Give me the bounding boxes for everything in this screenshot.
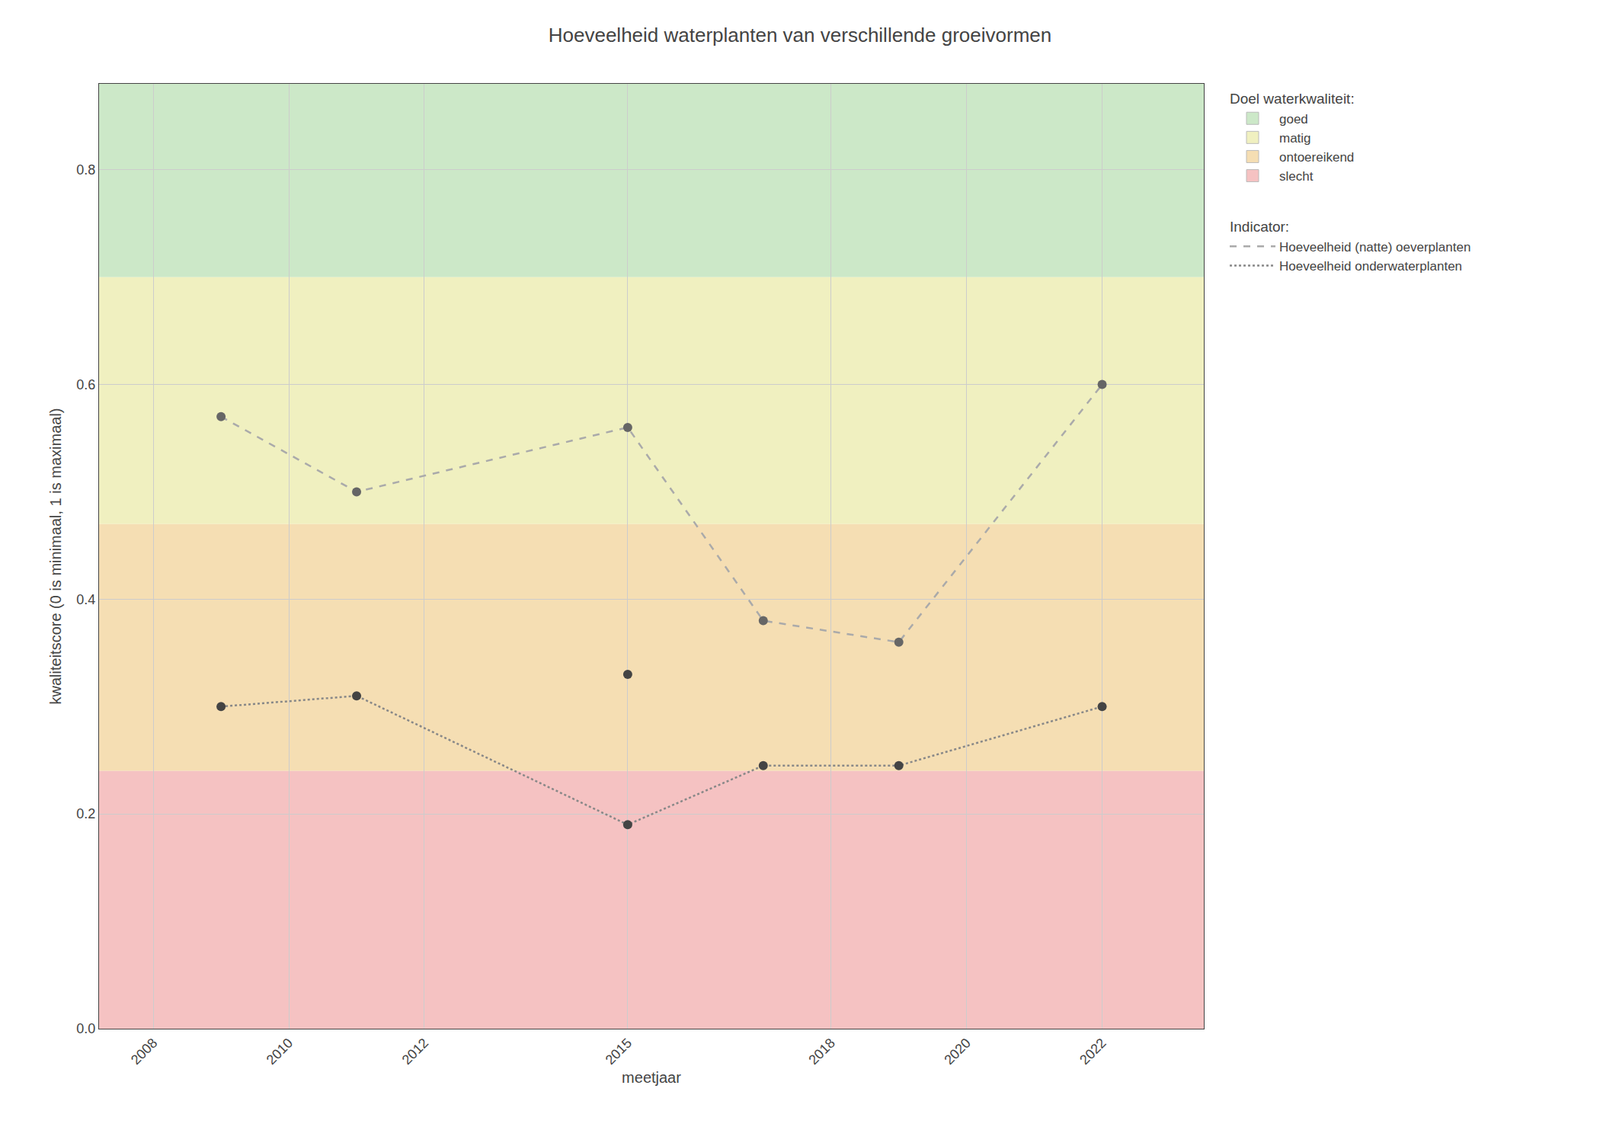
svg-text:slecht: slecht [1279,169,1314,184]
svg-text:2018: 2018 [805,1035,838,1068]
svg-text:Hoeveelheid (natte) oeverplant: Hoeveelheid (natte) oeverplanten [1279,240,1471,255]
svg-text:0.4: 0.4 [76,592,96,608]
svg-text:Hoeveelheid onderwaterplanten: Hoeveelheid onderwaterplanten [1279,259,1463,274]
svg-text:kwaliteitscore (0 is minimaal,: kwaliteitscore (0 is minimaal, 1 is maxi… [47,408,64,705]
svg-text:Indicator:: Indicator: [1229,218,1290,235]
svg-text:Doel waterkwaliteit:: Doel waterkwaliteit: [1229,90,1355,107]
svg-text:matig: matig [1279,131,1312,146]
svg-text:goed: goed [1279,112,1309,127]
svg-text:ontoereikend: ontoereikend [1279,150,1354,165]
svg-text:2015: 2015 [602,1035,635,1068]
svg-text:2010: 2010 [263,1035,296,1068]
svg-text:2022: 2022 [1076,1035,1109,1068]
svg-text:Hoeveelheid waterplanten van v: Hoeveelheid waterplanten van verschillen… [548,23,1053,47]
svg-text:0.8: 0.8 [76,162,96,178]
svg-text:0.2: 0.2 [76,806,96,822]
svg-text:2020: 2020 [940,1035,973,1068]
svg-text:meetjaar: meetjaar [621,1068,682,1086]
svg-text:2008: 2008 [128,1035,160,1068]
svg-text:0.6: 0.6 [76,377,96,393]
svg-text:0.0: 0.0 [76,1020,96,1037]
svg-text:2012: 2012 [399,1035,432,1068]
